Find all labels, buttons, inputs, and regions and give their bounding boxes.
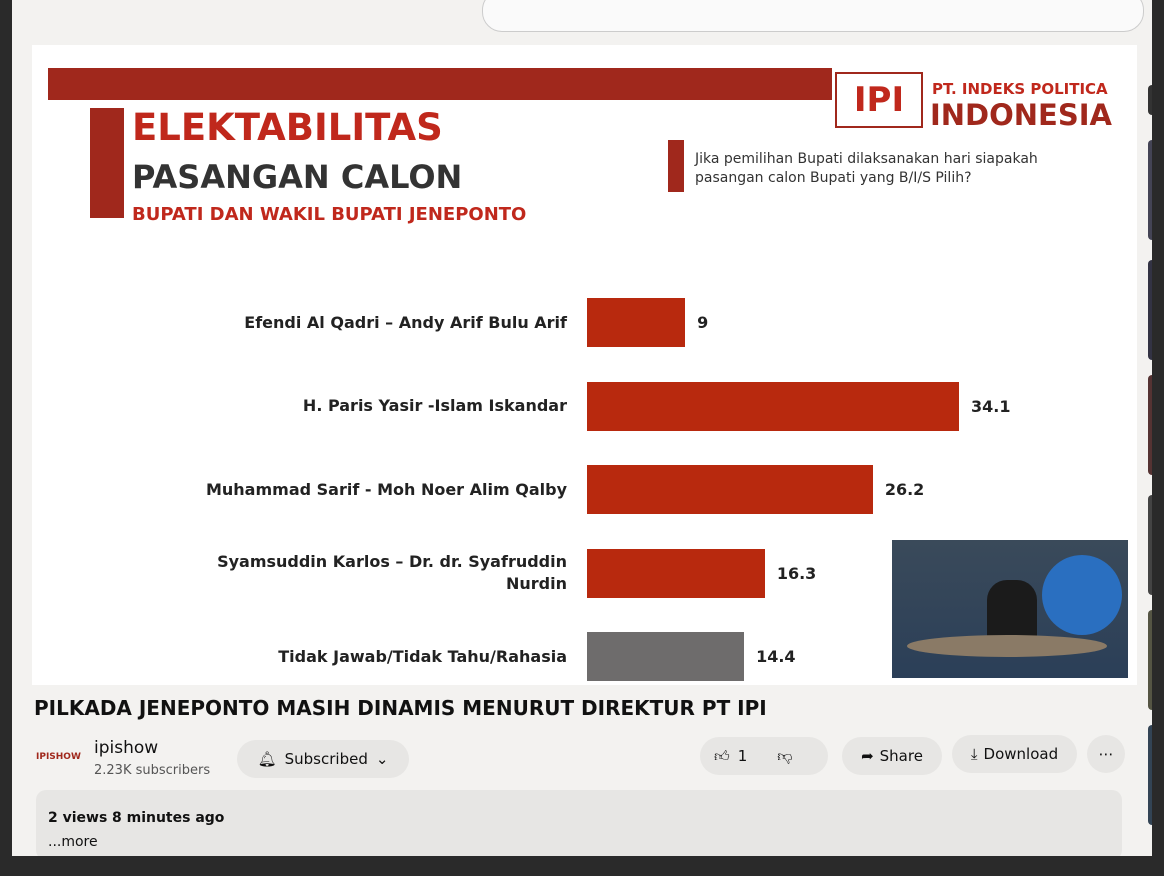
share-button[interactable]: ➦ Share: [842, 737, 942, 775]
channel-logo: IPISHOW: [36, 752, 81, 762]
sidebar-thumb[interactable]: [1148, 85, 1152, 115]
category-text: H. Paris Yasir -Islam Iskandar: [303, 395, 567, 417]
slide-subtitle2: BUPATI DAN WAKIL BUPATI JENEPONTO: [132, 204, 526, 225]
logo-box: IPI: [835, 72, 923, 128]
header-band: [48, 68, 832, 100]
chevron: ⌄: [376, 750, 389, 768]
bar: [587, 298, 685, 347]
sidebar-thumb[interactable]: [1148, 610, 1152, 710]
category-text: Muhammad Sarif - Moh Noer Alim Qalby: [206, 479, 567, 501]
like-icon: 👍︎: [714, 747, 730, 766]
bar: [587, 382, 959, 431]
sidebar-thumb[interactable]: [1148, 495, 1152, 595]
category-text: Tidak Jawab/Tidak Tahu/Rahasia: [278, 646, 567, 668]
category-label: Tidak Jawab/Tidak Tahu/Rahasia: [127, 632, 567, 681]
download-button[interactable]: ⤓ Download: [952, 735, 1077, 773]
data-label: 34.1: [971, 397, 1010, 416]
bar: [587, 465, 873, 514]
video-overlay: [892, 540, 1128, 678]
desk: [907, 635, 1107, 657]
presenter: [987, 580, 1037, 640]
age: 8 minutes ago: [112, 810, 224, 826]
sidebar-thumb[interactable]: [1148, 140, 1152, 240]
views: 2 views: [48, 810, 107, 826]
screen: IPI PT. INDEKS POLITICA INDONESIA ELEKTA…: [12, 0, 1152, 856]
subscribe-label: Subscribed: [285, 750, 368, 768]
bar: [587, 549, 765, 598]
share-icon: ➦: [861, 747, 874, 765]
category-label: Efendi Al Qadri – Andy Arif Bulu Arif: [127, 298, 567, 347]
category-text: Syamsuddin Karlos – Dr. dr. Syafruddin N…: [167, 551, 567, 595]
description-box[interactable]: 2 views 8 minutes ago ...more: [36, 790, 1122, 856]
title-bar: [90, 108, 124, 218]
dislike-icon: 👎︎: [777, 747, 792, 766]
download-icon: ⤓: [971, 745, 978, 763]
share-label: Share: [880, 747, 923, 765]
question-bar: [668, 140, 684, 192]
page: IPI PT. INDEKS POLITICA INDONESIA ELEKTA…: [0, 0, 1164, 876]
category-label: Muhammad Sarif - Moh Noer Alim Qalby: [127, 465, 567, 514]
video-title: PILKADA JENEPONTO MASIH DINAMIS MENURUT …: [34, 696, 767, 720]
question: Jika pemilihan Bupati dilaksanakan hari …: [695, 150, 1095, 188]
data-label: 14.4: [756, 647, 795, 666]
category-label: Syamsuddin Karlos – Dr. dr. Syafruddin N…: [127, 549, 567, 598]
logo-line2: INDONESIA: [930, 98, 1112, 132]
download-label: Download: [984, 745, 1059, 763]
category-text: Efendi Al Qadri – Andy Arif Bulu Arif: [244, 312, 567, 334]
data-label: 16.3: [777, 564, 816, 583]
data-label: 26.2: [885, 480, 924, 499]
data-label: 9: [697, 313, 708, 332]
more-link[interactable]: ...more: [48, 834, 98, 850]
globe: [1042, 555, 1122, 635]
like-button[interactable]: 👍︎ 1 👎︎: [700, 737, 828, 775]
sidebar-thumb[interactable]: [1148, 260, 1152, 360]
like-count: 1: [738, 747, 748, 765]
subscribe-button[interactable]: 🔔︎ Subscribed ⌄: [237, 740, 409, 778]
slide-title: ELEKTABILITAS: [132, 106, 443, 149]
more-button[interactable]: ⋯: [1087, 735, 1125, 773]
subscriber-count: 2.23K subscribers: [94, 763, 210, 778]
search-box[interactable]: [482, 0, 1144, 32]
channel-name[interactable]: ipishow: [94, 738, 158, 758]
logo-line1: PT. INDEKS POLITICA: [932, 80, 1108, 98]
bar: [587, 632, 744, 681]
sidebar-thumb[interactable]: [1148, 725, 1152, 825]
category-label: H. Paris Yasir -Islam Iskandar: [127, 382, 567, 431]
sidebar-thumb[interactable]: [1148, 375, 1152, 475]
slide-subtitle: PASANGAN CALON: [132, 158, 462, 196]
bell-icon: 🔔︎: [258, 750, 277, 768]
